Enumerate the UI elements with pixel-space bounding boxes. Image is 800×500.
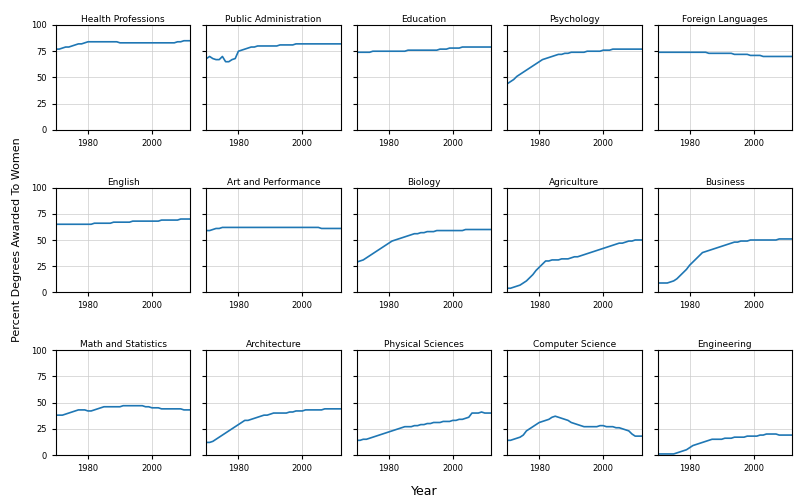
Title: Education: Education xyxy=(402,15,446,24)
Title: Agriculture: Agriculture xyxy=(550,178,599,187)
Title: English: English xyxy=(106,178,139,187)
Title: Health Professions: Health Professions xyxy=(82,15,165,24)
Text: Percent Degrees Awarded To Women: Percent Degrees Awarded To Women xyxy=(12,138,22,342)
Title: Foreign Languages: Foreign Languages xyxy=(682,15,768,24)
Title: Physical Sciences: Physical Sciences xyxy=(384,340,464,349)
Title: Computer Science: Computer Science xyxy=(533,340,616,349)
Title: Public Administration: Public Administration xyxy=(226,15,322,24)
Title: Psychology: Psychology xyxy=(549,15,600,24)
Title: Architecture: Architecture xyxy=(246,340,302,349)
Title: Art and Performance: Art and Performance xyxy=(226,178,320,187)
Text: Year: Year xyxy=(410,485,438,498)
Title: Business: Business xyxy=(705,178,745,187)
Title: Engineering: Engineering xyxy=(698,340,752,349)
Title: Biology: Biology xyxy=(407,178,441,187)
Title: Math and Statistics: Math and Statistics xyxy=(80,340,166,349)
